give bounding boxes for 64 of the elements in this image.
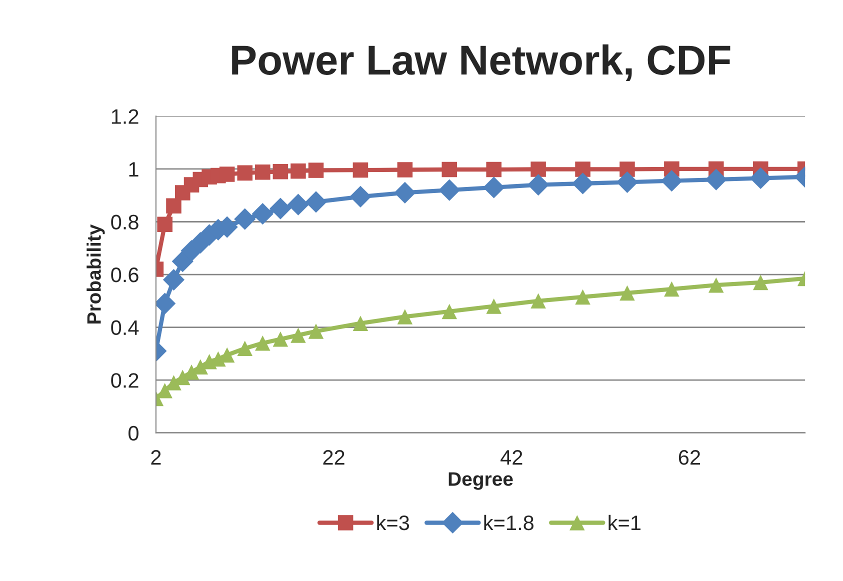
point [442,304,458,320]
x-tick-label: 42 [500,450,522,465]
y-tick-label: 0.4 [111,320,139,336]
x-tick-label: 62 [678,450,700,465]
x-axis-title: Degree [448,472,513,490]
point [616,171,638,193]
point [352,162,368,178]
point [162,268,185,291]
point [572,172,594,194]
point [708,277,724,293]
point [272,332,288,347]
point [442,162,458,178]
point [172,250,194,272]
point [750,167,772,190]
y-tick-label: 0.6 [111,268,138,282]
point [157,216,172,232]
point [352,316,368,331]
point [255,164,270,180]
point [219,166,235,182]
point [308,324,324,339]
y-tick-label: 0.2 [111,373,138,388]
point [664,281,680,297]
point [272,164,288,180]
point [350,186,372,208]
point [752,274,768,290]
chart-title: Power Law Network, CDF [232,44,730,81]
y-tick-label: 0.8 [111,214,138,230]
y-tick-label: 0 [128,426,138,441]
point [308,162,324,178]
point [530,293,546,309]
legend-label: k=3 [377,514,410,530]
point [483,176,505,198]
y-tick-label: 1 [129,162,138,177]
point [290,328,306,343]
point [660,170,682,192]
point [305,191,327,213]
point [270,198,292,220]
point [530,162,546,177]
point [287,194,310,216]
legend-label: k=1 [608,514,640,530]
point [397,309,413,324]
point [394,182,416,204]
y-tick-label: 1.2 [112,109,138,124]
point [438,179,460,201]
point [290,163,306,179]
point [252,203,274,225]
point [237,340,253,356]
point [255,335,270,351]
point [575,162,590,177]
x-tick-label: 22 [323,450,344,465]
point [486,298,502,314]
point [575,289,590,305]
point [705,168,727,190]
point [156,292,176,314]
point [166,198,182,214]
legend-label: k=1.8 [484,514,534,530]
point [620,285,635,301]
point [486,162,502,178]
point [528,174,550,196]
x-tick-label: 2 [151,450,161,465]
point [237,165,253,181]
point [234,208,256,230]
point [397,162,413,178]
y-axis-title: Probability [86,224,105,324]
